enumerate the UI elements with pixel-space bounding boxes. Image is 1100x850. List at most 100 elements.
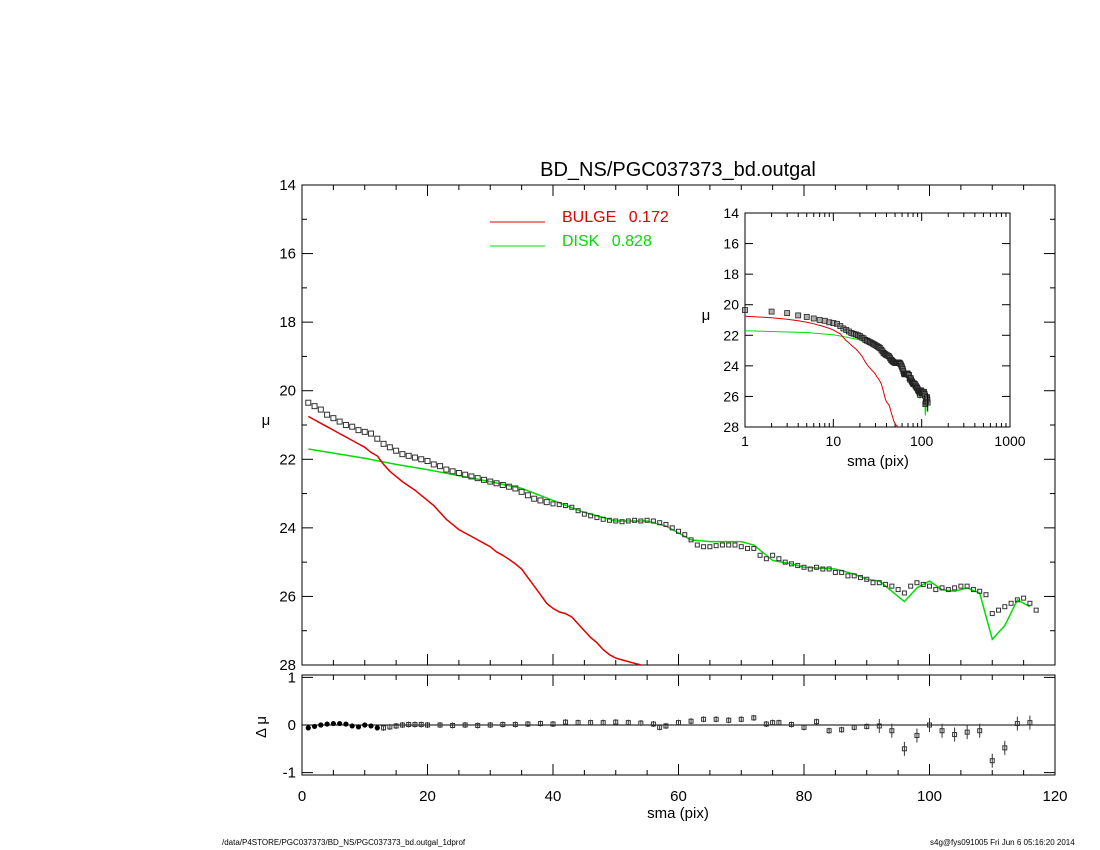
residual-point [952,732,958,738]
observed-point [355,427,362,434]
inset-ytick-label: 22 [723,327,739,343]
observed-point [537,497,544,504]
observed-point [638,518,644,524]
observed-point [625,518,631,524]
observed-point [726,542,732,548]
residual-point [814,719,820,725]
residual-point [676,720,681,726]
residual-point [657,724,663,730]
observed-point [487,478,494,485]
residual-point [751,715,757,721]
inset-observed-point [742,307,748,313]
residual-point [324,721,330,727]
residual-point [964,729,970,735]
observed-point [1014,597,1020,603]
residual-point [770,720,776,726]
observed-point [430,461,437,468]
residual-point [399,722,405,728]
inset-ytick-label: 24 [723,358,739,374]
residual-point [537,721,543,727]
observed-point [437,463,444,470]
observed-point [349,423,356,430]
legend: BULGE 0.172 DISK 0.828 [490,209,669,250]
bulge-line [307,415,642,665]
residual-point [343,721,349,727]
footer-path: /data/P4STORE/PGC037373/BD_NS/PGC037373_… [222,838,466,847]
inset-observed-point [784,310,791,317]
residual-point [393,723,399,729]
residual-point [362,722,368,728]
inset-disk-series [745,330,928,416]
residual-ylabel: Δ μ [253,716,270,738]
observed-point [958,583,964,589]
observed-point [317,406,324,413]
residual-ytick-label: 0 [288,717,296,734]
observed-point [613,518,619,524]
observed-point [493,480,500,487]
observed-point [399,451,406,458]
residual-point [387,724,393,730]
residual-point [318,722,324,728]
legend-bulge-value: 0.172 [629,209,669,226]
residual-point [355,724,362,730]
observed-point [776,556,782,562]
observed-point [839,569,845,575]
residual-point [475,722,481,728]
observed-point [770,552,776,558]
residual-point [337,720,343,727]
residual-point [914,732,920,738]
residual-panel: 10-10 20 40 60 80 100 120 Δ μ sma (pix) [253,669,1068,822]
main-ytick-label: 20 [279,383,296,400]
residual-point [418,722,424,728]
observed-point [462,471,469,478]
observed-point [449,468,456,475]
chart-title: BD_NS/PGC037373_bd.outgal [540,159,816,181]
residual-point [688,718,694,724]
observed-point [870,580,876,586]
observed-point [594,515,600,521]
main-xtick-label: 0 [298,788,306,805]
bulge-series [307,415,642,665]
inset-ytick-label: 16 [723,236,739,252]
residual-point [876,723,882,729]
inset-ytick-label: 20 [723,297,739,313]
observed-point [751,545,757,551]
observed-point [864,576,870,582]
residual-point [305,725,311,731]
residual-point [826,728,832,734]
observed-point [682,532,688,538]
observed-point [512,485,519,492]
observed-point [939,585,945,591]
observed-point [989,611,995,617]
residual-point [738,716,744,722]
residual-point [613,719,619,725]
observed-point [933,587,939,593]
observed-point [550,501,556,507]
observed-point [531,495,538,502]
residual-point [701,716,707,722]
main-ytick-label: 16 [279,246,296,263]
main-ytick-label: 22 [279,451,296,468]
observed-point [600,516,606,522]
observed-point [330,415,337,422]
observed-point [945,587,951,593]
observed-point [411,454,418,461]
observed-point [688,537,694,543]
observed-point [581,511,587,517]
residual-point [1014,721,1020,727]
observed-point [499,482,506,488]
residual-point [381,725,387,731]
main-plot-frame [301,184,1056,666]
residual-point [839,727,845,733]
main-ylabel: μ [262,412,271,429]
residual-point [977,728,983,734]
observed-point [393,447,400,454]
observed-point [374,435,381,442]
inset-disk-line [745,330,928,416]
observed-point [719,542,725,548]
residual-point [412,722,418,728]
main-ytick-label: 28 [279,657,296,674]
main-xtick-label: 120 [1042,788,1067,805]
main-xtick-label: 60 [670,788,687,805]
legend-bulge-name: BULGE [562,209,616,226]
